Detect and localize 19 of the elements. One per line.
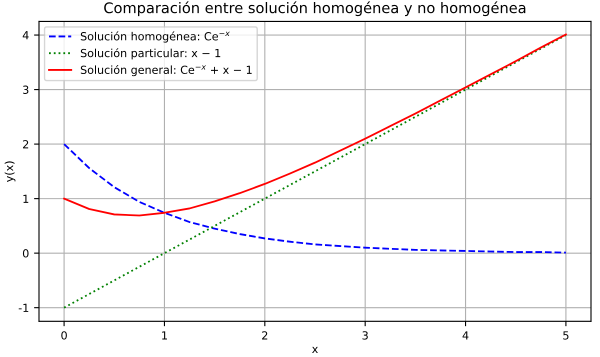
- x-tick-label: 0: [61, 331, 67, 340]
- x-axis-title: x: [312, 346, 318, 353]
- y-tick-label: 4: [22, 31, 29, 40]
- legend-label: Solución general: Ce$^{−x}$ + x − 1: [80, 64, 252, 76]
- y-tick-label: 3: [23, 86, 28, 94]
- y-axis-title: y(x): [4, 161, 16, 182]
- y-tick-label: 1: [23, 194, 28, 203]
- y-tick-label: 2: [23, 140, 28, 148]
- line-series: [63, 143, 567, 254]
- legend-label: Solución homogénea: Ce$^{−x}$: [80, 31, 230, 43]
- x-tick-label: 4: [462, 331, 468, 340]
- y-tick-label: 0: [22, 249, 29, 258]
- x-tick-label: 2: [262, 331, 268, 340]
- x-tick-label: 5: [563, 331, 568, 340]
- x-tick-label: 1: [162, 331, 167, 340]
- chart-title: Comparación entre solución homogénea y no homogénea: [104, 1, 526, 16]
- legend-label: Solución particular: x − 1: [80, 48, 220, 60]
- x-tick-label: 3: [362, 331, 368, 340]
- y-tick-label: -1: [18, 304, 28, 312]
